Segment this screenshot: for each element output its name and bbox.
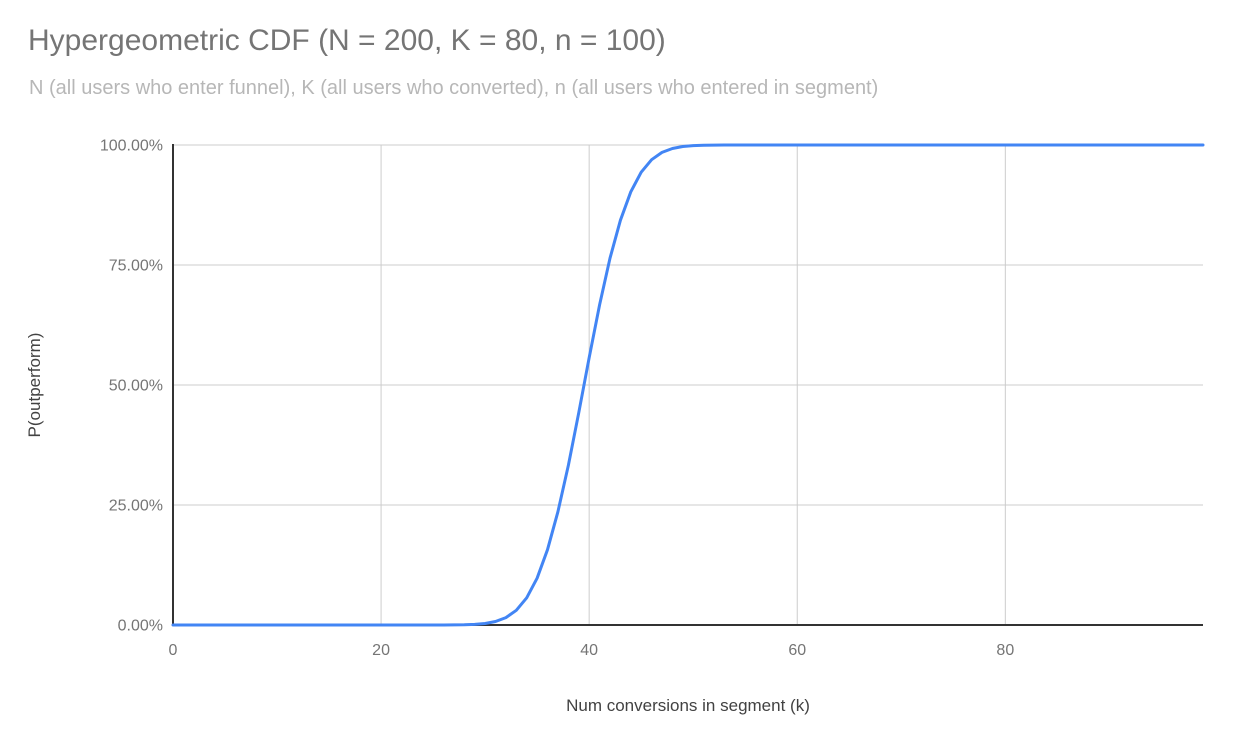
x-tick-label: 80 [996, 642, 1014, 659]
y-tick-label: 75.00% [109, 258, 163, 275]
y-axis-title: P(outperform) [25, 333, 44, 438]
x-tick-label: 20 [372, 642, 390, 659]
y-tick-label: 100.00% [100, 138, 163, 155]
chart-title: Hypergeometric CDF (N = 200, K = 80, n =… [28, 24, 666, 57]
x-tick-label: 60 [788, 642, 806, 659]
y-tick-label: 0.00% [118, 618, 163, 635]
x-tick-label: 0 [169, 642, 178, 659]
x-axis-title: Num conversions in segment (k) [566, 696, 810, 715]
chart-subtitle: N (all users who enter funnel), K (all u… [29, 77, 879, 99]
y-tick-label: 25.00% [109, 498, 163, 515]
series-line [171, 143, 1205, 627]
x-tick-label: 40 [580, 642, 598, 659]
y-tick-label: 50.00% [109, 378, 163, 395]
